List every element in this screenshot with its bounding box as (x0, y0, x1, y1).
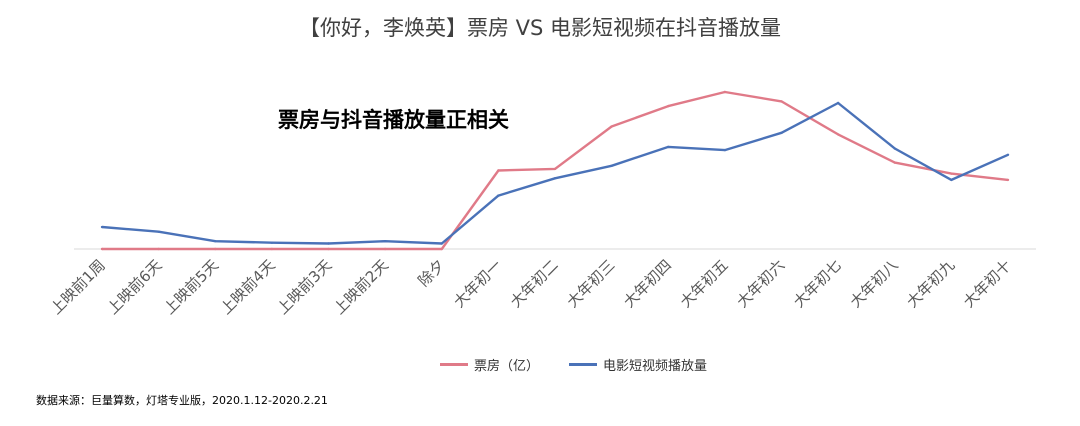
x-tick-label-14: 大年初八 (846, 256, 901, 311)
series-1-point-7 (497, 194, 500, 197)
x-tick-label-0: 上映前1周 (47, 256, 109, 318)
series-1-point-10 (667, 145, 670, 149)
series-0-point-0 (100, 247, 104, 251)
series-0-point-1 (157, 247, 160, 251)
series-0-point-10 (667, 104, 670, 108)
legend-label-views: 电影短视频播放量 (603, 359, 708, 374)
x-tick-label-11: 大年初五 (677, 256, 732, 311)
series-0-point-11 (723, 90, 727, 94)
x-tick-label-7: 大年初一 (450, 256, 505, 311)
chart-legend: 票房（亿） 电影短视频播放量 (440, 355, 737, 374)
series-0-point-14 (893, 161, 896, 164)
series-1-point-13 (836, 101, 840, 105)
x-tick-label-3: 上映前4天 (217, 256, 279, 318)
series-0-point-2 (214, 247, 217, 251)
legend-label-box-office: 票房（亿） (474, 359, 540, 374)
series-1-point-6 (440, 242, 443, 245)
x-tick-label-15: 大年初九 (903, 256, 958, 311)
x-tick-label-9: 大年初三 (563, 256, 618, 311)
series-0-point-16 (1006, 178, 1010, 182)
series-1-point-14 (893, 147, 896, 150)
series-0-point-6 (440, 247, 443, 251)
x-tick-label-13: 大年初七 (790, 256, 845, 311)
series-1-point-8 (553, 177, 557, 180)
series-1-point-3 (270, 241, 274, 244)
series-1-point-5 (383, 239, 387, 243)
series-0-point-7 (497, 169, 500, 172)
series-0-point-5 (383, 247, 387, 251)
series-1-point-16 (1006, 153, 1010, 156)
chart-title: 【你好，李焕英】票房 VS 电影短视频在抖音播放量 (298, 16, 782, 40)
x-tick-label-2: 上映前5天 (160, 256, 222, 318)
series-0-point-3 (270, 247, 274, 251)
series-0-point-9 (610, 125, 613, 128)
series-0-point-4 (327, 247, 330, 251)
x-tick-label-8: 大年初二 (507, 256, 562, 311)
series-1-point-1 (157, 230, 160, 233)
series-1-point-15 (950, 178, 953, 182)
x-tick-label-12: 大年初六 (733, 256, 788, 311)
legend-item-box-office: 票房（亿） (440, 355, 539, 374)
series-1-point-2 (214, 239, 217, 243)
legend-swatch-box-office (440, 363, 468, 366)
x-tick-label-4: 上映前3天 (273, 256, 335, 318)
x-tick-label-10: 大年初四 (620, 256, 675, 311)
legend-item-views: 电影短视频播放量 (569, 355, 707, 374)
series-1-point-11 (723, 148, 727, 152)
series-0-point-8 (553, 167, 557, 171)
x-tick-label-5: 上映前2天 (330, 256, 392, 318)
x-tick-label-16: 大年初十 (960, 256, 1015, 311)
series-0-point-15 (950, 172, 953, 175)
legend-swatch-views (569, 363, 598, 366)
x-tick-label-1: 上映前6天 (104, 256, 166, 318)
series-1-point-12 (780, 131, 783, 135)
series-0-point-13 (836, 133, 840, 136)
data-source-note: 数据来源：巨量算数，灯塔专业版，2020.1.12-2020.2.21 (36, 394, 328, 407)
series-1-point-4 (327, 242, 330, 245)
chart-annotation: 票房与抖音播放量正相关 (278, 108, 509, 132)
series-1-point-0 (100, 225, 104, 229)
x-tick-label-6: 除夕 (415, 256, 449, 290)
series-1-point-9 (610, 164, 613, 167)
series-0-point-12 (780, 100, 783, 103)
series-line-0 (102, 90, 1009, 251)
series-line-1 (101, 101, 1009, 245)
